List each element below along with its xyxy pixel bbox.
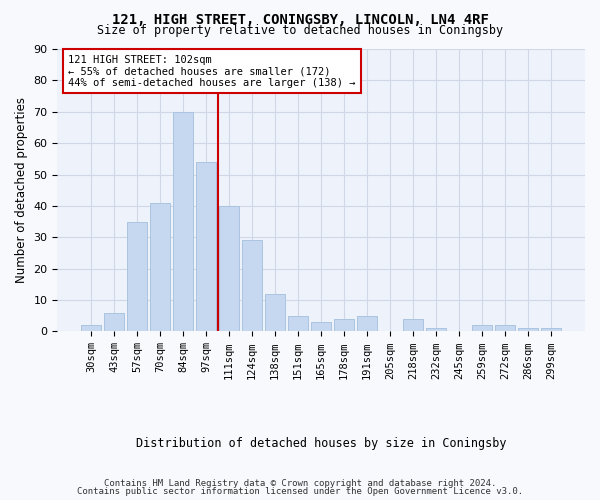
- Text: 121, HIGH STREET, CONINGSBY, LINCOLN, LN4 4RF: 121, HIGH STREET, CONINGSBY, LINCOLN, LN…: [112, 12, 488, 26]
- Bar: [220, 206, 239, 332]
- Text: Contains HM Land Registry data © Crown copyright and database right 2024.: Contains HM Land Registry data © Crown c…: [104, 478, 496, 488]
- Bar: [334, 319, 354, 332]
- Bar: [541, 328, 561, 332]
- Y-axis label: Number of detached properties: Number of detached properties: [15, 97, 28, 283]
- Bar: [403, 319, 423, 332]
- Bar: [496, 325, 515, 332]
- Bar: [127, 222, 147, 332]
- Bar: [151, 203, 170, 332]
- Bar: [242, 240, 262, 332]
- X-axis label: Distribution of detached houses by size in Coningsby: Distribution of detached houses by size …: [136, 437, 506, 450]
- Text: 121 HIGH STREET: 102sqm
← 55% of detached houses are smaller (172)
44% of semi-d: 121 HIGH STREET: 102sqm ← 55% of detache…: [68, 54, 355, 88]
- Text: Contains public sector information licensed under the Open Government Licence v3: Contains public sector information licen…: [77, 487, 523, 496]
- Bar: [311, 322, 331, 332]
- Bar: [173, 112, 193, 332]
- Bar: [265, 294, 285, 332]
- Bar: [289, 316, 308, 332]
- Bar: [427, 328, 446, 332]
- Bar: [358, 316, 377, 332]
- Bar: [196, 162, 216, 332]
- Bar: [104, 312, 124, 332]
- Bar: [472, 325, 492, 332]
- Bar: [518, 328, 538, 332]
- Bar: [82, 325, 101, 332]
- Text: Size of property relative to detached houses in Coningsby: Size of property relative to detached ho…: [97, 24, 503, 37]
